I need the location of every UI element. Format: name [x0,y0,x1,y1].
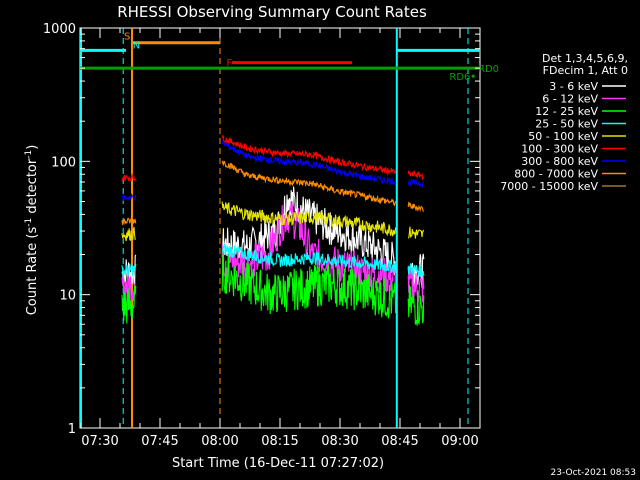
series-line-5 [121,172,137,182]
x-tick-label: 08:00 [201,434,238,449]
legend-entry-label: 7000 - 15000 keV [500,180,598,193]
y-axis-label: Count Rate (s-1 detector-1) [24,145,40,316]
x-axis-label: Start Time (16-Dec-11 07:27:02) [172,456,384,471]
legend-entry-label: 800 - 7000 keV [514,168,598,181]
series-line-4 [121,226,137,242]
annotations-layer: SN F RD0 RD6 [80,28,499,428]
flare-label: F [226,58,232,69]
footer-timestamp: 23-Oct-2021 08:53 [551,468,636,478]
legend-entry-label: 3 - 6 keV [549,80,598,93]
x-tick-label: 08:45 [381,434,418,449]
series-line-7 [407,201,424,213]
y-label-part1: Count Rate (s [25,227,40,316]
series-line-0 [121,254,137,288]
series-line-4 [221,201,397,237]
series-line-5 [221,135,397,177]
y-label-part2: detector [25,158,40,218]
x-tick-label: 09:00 [441,434,478,449]
x-tick-label: 08:30 [321,434,358,449]
legend-header: FDecim 1, Att 0 [543,64,628,77]
saa-label: S [124,31,130,42]
chart-title: RHESSI Observing Summary Count Rates [117,3,427,21]
series-line-6 [221,139,397,186]
series-line-3 [121,263,137,278]
x-tick-label: 07:45 [141,434,178,449]
series-line-3 [407,263,425,278]
rd6-marker [471,74,475,78]
y-tick-label: 10 [59,289,76,304]
y-tick-label: 1000 [43,22,76,37]
series-line-5 [407,169,425,181]
legend-entry-label: 25 - 50 keV [535,118,598,131]
series-line-6 [121,192,137,202]
legend-entry-label: 6 - 12 keV [542,93,598,106]
legend-entry-label: 12 - 25 keV [535,105,598,118]
x-tick-label: 08:15 [261,434,298,449]
axes-layer: 1 10 100 1000 07:30 07:45 08:00 08:15 08:30 08:45… [43,22,481,449]
y-label-sup2: -1 [24,150,34,159]
series-line-0 [221,186,397,276]
series-layer [121,135,425,326]
rd0-label: RD0 [478,64,499,75]
y-tick-label: 1 [68,422,76,437]
series-line-2 [221,251,397,319]
rd6-label: RD6 [449,72,470,83]
legend-entry-label: 100 - 300 keV [521,143,598,156]
legend-entry-label: 300 - 800 keV [521,155,598,168]
series-line-2 [407,284,425,326]
series-line-6 [407,177,425,189]
y-label-sup1: -1 [24,218,34,227]
x-tick-label: 07:30 [81,434,118,449]
legend: Det 1,3,4,5,6,9,FDecim 1, Att 0 3 - 6 keV… [500,52,628,193]
series-line-7 [121,217,137,226]
series-line-7 [221,160,397,207]
y-label-part3: ) [25,145,40,150]
night-label: N [133,41,140,52]
series-line-3 [221,243,397,274]
y-tick-label: 100 [51,155,76,170]
legend-entry-label: 50 - 100 keV [528,130,598,143]
series-line-2 [121,285,137,324]
series-line-4 [407,226,425,239]
legend-header: Det 1,3,4,5,6,9, [542,52,628,65]
